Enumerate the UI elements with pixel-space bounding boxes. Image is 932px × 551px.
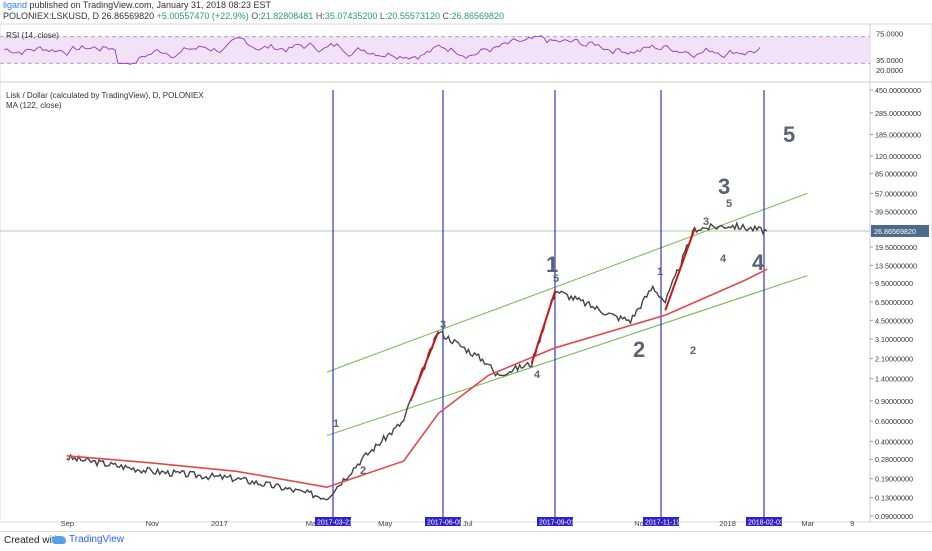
wave-label: 2 <box>360 465 366 477</box>
date-badge <box>537 517 573 526</box>
price-tick-label: 0.90000000 <box>875 397 913 406</box>
x-tick-label: May <box>378 519 392 528</box>
wave-label: 2 <box>690 345 696 357</box>
rsi-band <box>0 36 870 64</box>
price-change: +5.00557470 (+22.9%) <box>156 11 249 21</box>
x-tick-label: Mar <box>306 519 319 528</box>
big-wave-label: 2 <box>633 337 645 362</box>
price-tick-label: 0.19000000 <box>875 475 913 484</box>
price-tick-label: 0.28000000 <box>875 455 913 464</box>
symbol-line: POLONIEX:LSKUSD, D 26.86569820 +5.005574… <box>3 11 504 22</box>
rsi-tick-label: 75.0000 <box>876 29 903 38</box>
date-badge-label: 2018-02-03 <box>748 520 784 527</box>
price-series <box>66 221 768 501</box>
x-tick-label: 9 <box>850 519 854 528</box>
cloud-icon <box>52 535 66 544</box>
wave-label: 4 <box>534 369 541 381</box>
open-value: 21.82808481 <box>260 11 314 21</box>
high-label: H: <box>315 11 325 21</box>
channel-line <box>326 192 808 373</box>
date-badge-label: 2017-06-09 <box>427 520 463 527</box>
wave-label: 3 <box>440 319 446 331</box>
last-price-label: 26.86569820 <box>874 227 916 236</box>
x-tick-label: Nov <box>634 519 648 528</box>
price-tick-label: 13.50000000 <box>875 261 917 270</box>
rsi-line <box>3 35 761 65</box>
big-wave-label: 1 <box>546 252 558 277</box>
low-label: L: <box>379 11 388 21</box>
price-tick-label: 39.50000000 <box>875 208 917 217</box>
x-tick-label: Jul <box>463 519 473 528</box>
date-badge <box>643 517 679 526</box>
x-tick-label: Nov <box>146 519 160 528</box>
created-with-label: Created with <box>4 535 61 546</box>
rsi-tick-label: 35.0000 <box>876 56 903 65</box>
price-tick-label: 9.50000000 <box>875 279 913 288</box>
date-badge <box>746 517 782 526</box>
price-tick-label: 285.00000000 <box>875 109 921 118</box>
author-link[interactable]: ligand <box>3 0 28 10</box>
open-label: O: <box>251 11 261 21</box>
ma-label: MA (122, close) <box>6 101 62 110</box>
close-value: 26.86569820 <box>451 11 505 21</box>
wave-label: 4 <box>720 253 727 265</box>
impulse-line <box>530 290 557 364</box>
rsi-label: RSI (14, close) <box>6 31 59 40</box>
publish-line: ligand published on TradingView.com, Jan… <box>3 0 271 11</box>
price-tick-label: 6.50000000 <box>875 298 913 307</box>
x-tick-label: 2017 <box>211 519 228 528</box>
main-title: Lisk / Dollar (calculated by TradingView… <box>6 91 204 100</box>
high-value: 35.07435200 <box>324 11 378 21</box>
price-tick-label: 0.13000000 <box>875 494 913 503</box>
wave-label: 5 <box>726 198 732 210</box>
footer: Created with TradingView <box>0 531 932 551</box>
x-tick-label: Sep <box>61 519 74 528</box>
wave-label: 3 <box>703 216 709 228</box>
date-badge-label: 2017-11-19 <box>645 520 680 527</box>
date-badge-label: 2017-09-01 <box>539 520 575 527</box>
chart-header: ligand published on TradingView.com, Jan… <box>0 0 932 22</box>
impulse-line <box>409 331 440 402</box>
price-tick-label: 0.40000000 <box>875 437 913 446</box>
impulse-line <box>664 228 696 311</box>
price-tick-label: 120.00000000 <box>875 152 921 161</box>
date-badge <box>315 517 351 526</box>
tradingview-logo[interactable]: TradingView <box>52 534 124 545</box>
plot-frame <box>0 23 932 523</box>
last-price: 26.86569820 <box>101 11 155 21</box>
wave-label: 1 <box>657 266 663 278</box>
price-tick-label: 185.00000000 <box>875 130 921 139</box>
low-value: 20.55573120 <box>387 11 440 21</box>
price-tick-label: 85.00000000 <box>875 169 917 178</box>
price-tick-label: 3.10000000 <box>875 335 913 344</box>
x-tick-label: 2018 <box>719 519 736 528</box>
wave-label: 1 <box>333 418 339 430</box>
ma-series <box>66 268 768 489</box>
price-tick-label: 450.00000000 <box>875 86 921 95</box>
date-badge-label: 2017-03-21 <box>317 520 353 527</box>
price-tick-label: 4.50000000 <box>875 316 913 325</box>
date-badge <box>425 517 461 526</box>
wave-label: 5 <box>553 273 559 285</box>
price-tick-label: 57.00000000 <box>875 189 917 198</box>
big-wave-label: 5 <box>783 122 795 147</box>
big-wave-label: 4 <box>752 250 765 275</box>
price-tick-label: 0.09000000 <box>875 512 913 521</box>
price-tick-label: 19.50000000 <box>875 243 917 252</box>
rsi-tick-label: 20.0000 <box>876 66 903 75</box>
price-tick-label: 1.40000000 <box>875 375 913 384</box>
big-wave-label: 3 <box>718 174 730 199</box>
price-tick-label: 2.10000000 <box>875 354 913 363</box>
channel-line <box>326 275 808 437</box>
close-label: C: <box>442 11 452 21</box>
symbol-label: POLONIEX:LSKUSD, D <box>3 11 100 21</box>
price-tick-label: 0.60000000 <box>875 417 913 426</box>
last-price-badge <box>871 224 929 237</box>
publish-info: published on TradingView.com, January 31… <box>29 0 272 10</box>
x-tick-label: Mar <box>801 519 814 528</box>
